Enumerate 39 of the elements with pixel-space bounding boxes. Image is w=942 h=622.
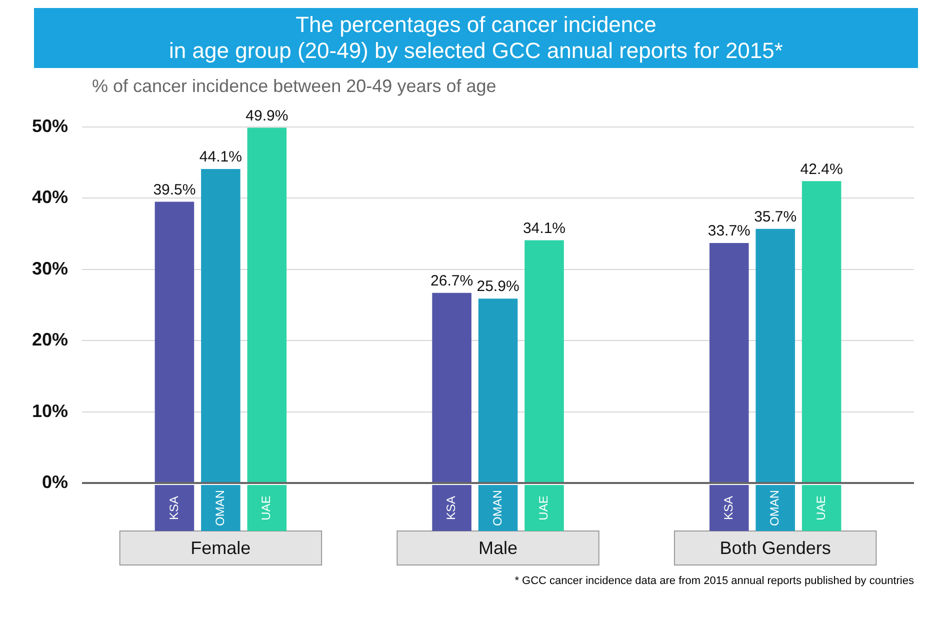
data-label: 49.9%	[246, 107, 288, 124]
data-label: 26.7%	[430, 272, 474, 290]
y-axis-title: % of cancer incidence between 20-49 years of age	[92, 76, 498, 97]
text: KSA	[721, 496, 736, 520]
bar	[432, 292, 472, 482]
text: UAE	[814, 496, 828, 520]
bar	[247, 128, 287, 482]
bar	[524, 240, 564, 482]
bar	[201, 169, 240, 482]
text: KSA	[166, 496, 181, 520]
bar	[756, 228, 795, 482]
bar	[709, 243, 749, 482]
chart-title: The percentages of cancer incidence in age group (20-49) by selected GCC annual reports for 2015*	[34, 8, 918, 68]
text: OMAN	[213, 490, 227, 526]
text: KSA	[444, 496, 458, 520]
y-tick-label: 40%	[32, 187, 68, 208]
x-tick-label: Female	[190, 538, 251, 558]
y-tick-label: 50%	[32, 116, 68, 136]
y-tick-label: 0%	[42, 472, 68, 492]
bar	[802, 181, 842, 482]
text: OMAN	[768, 490, 782, 526]
x-tick-label: Male	[478, 538, 518, 558]
y-tick-label: 20%	[32, 330, 68, 350]
bar	[478, 298, 518, 482]
data-label: 34.1%	[522, 220, 566, 237]
data-label: 39.5%	[153, 181, 196, 198]
y-tick-label: 10%	[32, 400, 68, 421]
data-label: 35.7%	[754, 208, 797, 226]
text: UAE	[259, 496, 274, 520]
text: * GCC cancer incidence data are from 2015 annual reports published by countries	[514, 575, 914, 587]
data-label: 42.4%	[800, 160, 843, 178]
data-label: 25.9%	[476, 278, 520, 296]
y-tick-label: 30%	[32, 258, 68, 278]
x-tick-label: Both Genders	[720, 538, 831, 558]
text: OMAN	[490, 490, 504, 526]
data-label: 44.1%	[199, 148, 242, 166]
text: UAE	[536, 496, 551, 520]
data-label: 33.7%	[708, 222, 750, 240]
bar	[154, 202, 194, 482]
